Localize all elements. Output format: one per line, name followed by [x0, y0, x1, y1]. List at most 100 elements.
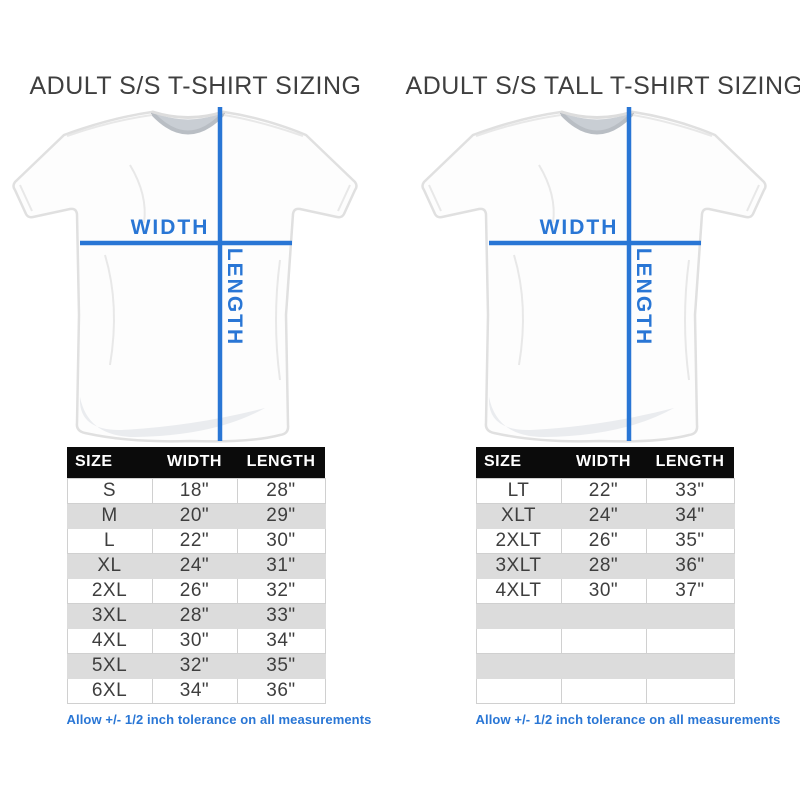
panels-row: ADULT S/S T-SHIRT SIZING	[0, 72, 800, 727]
table-cell: 34"	[236, 627, 326, 654]
table-cell: 4XL	[66, 627, 153, 654]
table-cell	[560, 627, 647, 654]
panel-title: ADULT S/S T-SHIRT SIZING	[29, 72, 362, 100]
table-row: 2XLT 26" 35"	[475, 527, 735, 554]
table-cell: 22"	[151, 527, 238, 554]
column-header-size: SIZE	[67, 446, 152, 479]
collar-back-band	[560, 110, 633, 119]
table-cell	[560, 602, 647, 629]
table-row: LT 22" 33"	[475, 477, 735, 504]
table-cell	[475, 652, 562, 679]
table-cell: 26"	[151, 577, 238, 604]
table-cell: L	[66, 527, 153, 554]
panel-regular-sizing: ADULT S/S T-SHIRT SIZING	[4, 72, 387, 727]
column-header-length: LENGTH	[646, 446, 734, 479]
table-cell: 37"	[645, 577, 735, 604]
panel-title: ADULT S/S TALL T-SHIRT SIZING	[405, 72, 800, 100]
table-row	[475, 627, 735, 654]
table-cell: 24"	[151, 552, 238, 579]
table-cell	[645, 677, 735, 704]
size-table-wrap: SIZE WIDTH LENGTH LT 22" 33" XLT 24" 34" 2XLT 2…	[475, 446, 781, 727]
tshirt-diagram: WIDTH LENGTH	[420, 106, 767, 443]
table-cell: 20"	[151, 502, 238, 529]
table-cell	[475, 627, 562, 654]
table-cell: 3XLT	[475, 552, 562, 579]
size-table: SIZE WIDTH LENGTH LT 22" 33" XLT 24" 34" 2XLT 2…	[475, 446, 735, 704]
table-cell	[645, 627, 735, 654]
table-cell: XL	[66, 552, 153, 579]
panel-tall-sizing: ADULT S/S TALL T-SHIRT SIZING	[406, 72, 800, 727]
table-header-row: SIZE WIDTH LENGTH	[67, 446, 325, 479]
size-table-wrap: SIZE WIDTH LENGTH S 18" 28" M 20" 29" L 22" 30" X…	[66, 446, 372, 727]
width-label: WIDTH	[130, 216, 209, 239]
table-header-row: SIZE WIDTH LENGTH	[476, 446, 734, 479]
table-cell: 2XL	[66, 577, 153, 604]
table-cell: 30"	[151, 627, 238, 654]
table-cell: 26"	[560, 527, 647, 554]
tshirt-diagram: WIDTH LENGTH	[11, 106, 358, 443]
table-cell	[645, 652, 735, 679]
table-cell: 18"	[151, 477, 238, 504]
table-cell: LT	[475, 477, 562, 504]
table-cell: 28"	[236, 477, 326, 504]
column-header-width: WIDTH	[561, 446, 646, 479]
table-cell	[475, 677, 562, 704]
table-cell: 22"	[560, 477, 647, 504]
table-cell: 31"	[236, 552, 326, 579]
table-cell: 33"	[236, 602, 326, 629]
column-header-size: SIZE	[476, 446, 561, 479]
length-label: LENGTH	[632, 248, 655, 346]
table-cell: 4XLT	[475, 577, 562, 604]
table-cell: 5XL	[66, 652, 153, 679]
size-chart-page: ADULT S/S T-SHIRT SIZING	[0, 72, 800, 727]
table-cell	[645, 602, 735, 629]
width-label: WIDTH	[539, 216, 618, 239]
table-row: XL 24" 31"	[66, 552, 326, 579]
hem-fold-shadow	[79, 396, 265, 437]
tolerance-note: Allow +/- 1/2 inch tolerance on all meas…	[475, 711, 781, 727]
table-cell: 33"	[645, 477, 735, 504]
table-cell: 34"	[645, 502, 735, 529]
table-row: L 22" 30"	[66, 527, 326, 554]
table-cell: 24"	[560, 502, 647, 529]
table-cell: 28"	[151, 602, 238, 629]
table-row: 5XL 32" 35"	[66, 652, 326, 679]
table-row	[475, 677, 735, 704]
table-row: S 18" 28"	[66, 477, 326, 504]
size-table: SIZE WIDTH LENGTH S 18" 28" M 20" 29" L 22" 30" X…	[66, 446, 326, 704]
table-cell: 3XL	[66, 602, 153, 629]
table-row	[475, 652, 735, 679]
tolerance-note: Allow +/- 1/2 inch tolerance on all meas…	[66, 711, 372, 727]
table-row: 2XL 26" 32"	[66, 577, 326, 604]
table-cell: 30"	[560, 577, 647, 604]
table-cell: S	[66, 477, 153, 504]
column-header-width: WIDTH	[152, 446, 237, 479]
table-row: M 20" 29"	[66, 502, 326, 529]
hem-fold-shadow	[488, 396, 674, 437]
table-cell	[560, 677, 647, 704]
table-row: 6XL 34" 36"	[66, 677, 326, 704]
table-cell: 6XL	[66, 677, 153, 704]
fabric-detail-lines	[427, 113, 760, 380]
table-row: 3XLT 28" 36"	[475, 552, 735, 579]
table-cell: 36"	[236, 677, 326, 704]
collar-band	[150, 111, 225, 135]
table-row: 4XLT 30" 37"	[475, 577, 735, 604]
tshirt-illustration	[11, 110, 358, 443]
table-row: 3XL 28" 33"	[66, 602, 326, 629]
table-cell: 28"	[560, 552, 647, 579]
table-cell: 36"	[645, 552, 735, 579]
column-header-length: LENGTH	[237, 446, 325, 479]
table-cell: M	[66, 502, 153, 529]
table-cell: 32"	[236, 577, 326, 604]
table-cell	[475, 602, 562, 629]
table-cell: 2XLT	[475, 527, 562, 554]
table-cell: 32"	[151, 652, 238, 679]
tshirt-illustration	[420, 110, 767, 443]
table-cell: XLT	[475, 502, 562, 529]
collar-back-band	[151, 110, 224, 119]
table-row: 4XL 30" 34"	[66, 627, 326, 654]
table-cell: 35"	[236, 652, 326, 679]
table-cell	[560, 652, 647, 679]
table-row	[475, 602, 735, 629]
